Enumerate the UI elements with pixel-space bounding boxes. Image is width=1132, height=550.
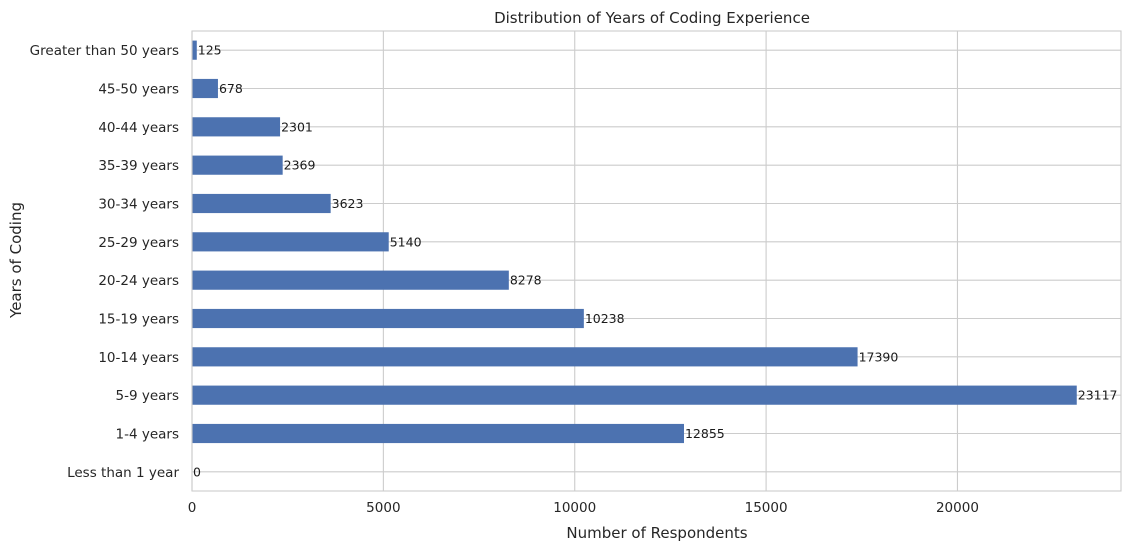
chart-title: Distribution of Years of Coding Experien… (494, 9, 810, 27)
bar (192, 232, 389, 252)
x-tick-label: 10000 (553, 500, 596, 516)
bar (192, 270, 509, 290)
data-labels: 0 12855 23117 17390 10238 8278 5140 3623 2369 230… (193, 43, 1118, 480)
bar (192, 155, 283, 175)
bar-value-label: 23117 (1078, 388, 1118, 403)
bar-value-label: 2301 (281, 119, 313, 134)
bar-value-label: 2369 (284, 158, 316, 173)
y-tick-label: 10-14 years (98, 350, 179, 366)
y-tick-label: 45-50 years (98, 82, 179, 98)
bars (192, 40, 1077, 444)
y-tick-label: Less than 1 year (67, 465, 179, 481)
y-tick-label: 1-4 years (116, 427, 180, 443)
y-tick-label: 30-34 years (98, 197, 179, 213)
y-tick-label: 40-44 years (98, 120, 179, 136)
bar-value-label: 12855 (685, 426, 725, 441)
grid-lines (191, 31, 1121, 491)
bar (192, 117, 281, 137)
bar-value-label: 678 (219, 81, 243, 96)
bar-value-label: 3623 (332, 196, 364, 211)
bar-value-label: 8278 (510, 273, 542, 288)
y-tick-labels: Less than 1 year 1-4 years 5-9 years 10-14 … (30, 43, 180, 481)
x-tick-label: 15000 (745, 500, 788, 516)
bar-value-label: 125 (198, 43, 222, 58)
bar-value-label: 10238 (585, 311, 625, 326)
bar (192, 347, 858, 367)
x-tick-label: 0 (188, 500, 197, 516)
bar (192, 423, 684, 444)
bar (192, 385, 1077, 405)
y-tick-label: 15-19 years (98, 312, 179, 328)
y-axis-title: Years of Coding (7, 202, 25, 319)
bar (192, 193, 331, 214)
x-tick-label: 20000 (936, 500, 979, 516)
y-tick-label: 20-24 years (98, 273, 179, 289)
y-tick-label: Greater than 50 years (30, 43, 179, 59)
bar (192, 40, 197, 60)
bar-value-label: 0 (193, 464, 201, 479)
x-tick-label: 5000 (366, 500, 400, 516)
y-tick-label: 35-39 years (98, 158, 179, 174)
x-tick-labels: 0 5000 10000 15000 20000 (188, 500, 979, 516)
y-tick-label: 25-29 years (98, 235, 179, 251)
plot-frame (191, 30, 1122, 492)
y-tick-label: 5-9 years (116, 388, 180, 404)
x-axis-title: Number of Respondents (566, 524, 747, 542)
bar (192, 78, 218, 99)
bar (192, 308, 584, 329)
bar-value-label: 17390 (859, 349, 899, 364)
bar-value-label: 5140 (390, 234, 422, 249)
